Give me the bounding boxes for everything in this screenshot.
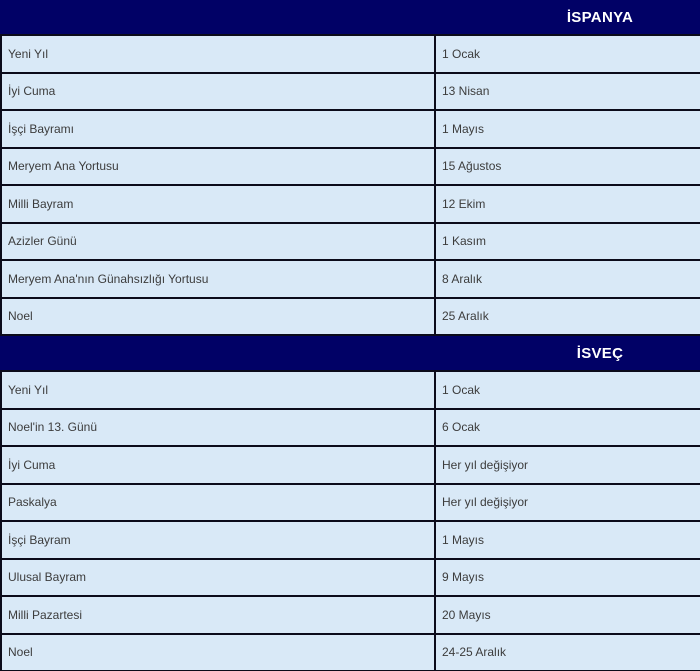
holiday-name-cell: İyi Cuma xyxy=(2,447,436,483)
holiday-name: Paskalya xyxy=(8,495,57,510)
holiday-date: 1 Ocak xyxy=(442,382,481,397)
holiday-date: 15 Ağustos xyxy=(442,159,502,174)
holiday-name-cell: Noel'in 13. Günü xyxy=(2,409,436,445)
table-row: Yeni Yıl 1 Ocak xyxy=(0,36,700,74)
section-header: İSPANYA xyxy=(0,0,700,36)
holiday-name: Noel xyxy=(8,645,33,660)
holiday-date-cell: 12 Ekim xyxy=(436,186,700,222)
holiday-date-cell: 25 Aralık xyxy=(436,299,700,335)
holiday-date: 1 Ocak xyxy=(442,46,481,61)
table-row: Azizler Günü 1 Kasım xyxy=(0,223,700,261)
holiday-date: Her yıl değişiyor xyxy=(442,495,529,510)
holiday-name: Milli Pazartesi xyxy=(8,607,83,622)
holiday-date-cell: 6 Ocak xyxy=(436,410,700,446)
holiday-date: 1 Kasım xyxy=(442,234,487,249)
holiday-date-cell: 15 Ağustos xyxy=(436,149,700,185)
holiday-name: Meryem Ana Yortusu xyxy=(8,159,119,174)
holiday-name-cell: Meryem Ana Yortusu xyxy=(2,148,436,184)
holiday-name: Milli Bayram xyxy=(8,196,74,211)
table-row: İyi Cuma 13 Nisan xyxy=(0,73,700,111)
section-title-area: İSPANYA xyxy=(436,0,700,34)
holiday-date: 25 Aralık xyxy=(442,309,489,324)
holiday-name-cell: İşçi Bayramı xyxy=(2,111,436,147)
holiday-date-cell: Her yıl değişiyor xyxy=(436,447,700,483)
holiday-name: Noel xyxy=(8,309,33,324)
section-header-spacer xyxy=(0,0,436,34)
holiday-name-cell: Azizler Günü xyxy=(2,223,436,259)
section-title-area: İSVEÇ xyxy=(436,336,700,370)
holiday-date: 1 Mayıs xyxy=(442,532,485,547)
holiday-date-cell: 9 Mayıs xyxy=(436,560,700,596)
table-row: Yeni Yıl 1 Ocak xyxy=(0,372,700,410)
section-title: İSPANYA xyxy=(566,8,634,26)
holiday-name: Noel'in 13. Günü xyxy=(8,420,98,435)
holiday-name-cell: Milli Bayram xyxy=(2,186,436,222)
table-row: Paskalya Her yıl değişiyor xyxy=(0,484,700,522)
holiday-date-cell: 1 Mayıs xyxy=(436,522,700,558)
table-row: Noel 25 Aralık xyxy=(0,298,700,336)
holiday-name: İşçi Bayramı xyxy=(8,121,75,136)
table-row: Ulusal Bayram 9 Mayıs xyxy=(0,559,700,597)
holiday-date: 24-25 Aralık xyxy=(442,645,507,660)
table-row: Meryem Ana Yortusu 15 Ağustos xyxy=(0,148,700,186)
holiday-name-cell: Paskalya xyxy=(2,484,436,520)
holiday-name-cell: İyi Cuma xyxy=(2,73,436,109)
holiday-date-cell: 24-25 Aralık xyxy=(436,635,700,671)
holiday-name-cell: Ulusal Bayram xyxy=(2,559,436,595)
table-row: Noel'in 13. Günü 6 Ocak xyxy=(0,409,700,447)
section-header: İSVEÇ xyxy=(0,336,700,372)
holiday-date: 20 Mayıs xyxy=(442,607,491,622)
holiday-date-cell: Her yıl değişiyor xyxy=(436,485,700,521)
holiday-name: Yeni Yıl xyxy=(8,46,49,61)
holiday-date: 8 Aralık xyxy=(442,271,483,286)
holiday-date: Her yıl değişiyor xyxy=(442,457,529,472)
holiday-name: Azizler Günü xyxy=(8,234,77,249)
holiday-date: 13 Nisan xyxy=(442,84,490,99)
holiday-date-cell: 1 Mayıs xyxy=(436,111,700,147)
holiday-name: Yeni Yıl xyxy=(8,382,49,397)
holiday-date-cell: 8 Aralık xyxy=(436,261,700,297)
holiday-name-cell: Yeni Yıl xyxy=(2,372,436,408)
holiday-name-cell: Yeni Yıl xyxy=(2,36,436,72)
section-title: İSVEÇ xyxy=(576,344,624,362)
table-row: İşçi Bayramı 1 Mayıs xyxy=(0,111,700,149)
holiday-date-cell: 1 Ocak xyxy=(436,36,700,72)
table-row: İyi Cuma Her yıl değişiyor xyxy=(0,447,700,485)
section-header-spacer xyxy=(0,336,436,370)
holiday-name-cell: Meryem Ana'nın Günahsızlığı Yortusu xyxy=(2,261,436,297)
table-row: İşçi Bayram 1 Mayıs xyxy=(0,522,700,560)
holiday-date-cell: 1 Kasım xyxy=(436,224,700,260)
table-row: Meryem Ana'nın Günahsızlığı Yortusu 8 Ara… xyxy=(0,261,700,299)
holiday-date: 6 Ocak xyxy=(442,420,481,435)
holiday-name: İşçi Bayram xyxy=(8,532,71,547)
holiday-name-cell: Noel xyxy=(2,634,436,670)
holiday-date-cell: 1 Ocak xyxy=(436,372,700,408)
holiday-name: İyi Cuma xyxy=(8,84,56,99)
holiday-date: 12 Ekim xyxy=(442,196,486,211)
holiday-date-cell: 20 Mayıs xyxy=(436,597,700,633)
table-row: Noel 24-25 Aralık xyxy=(0,634,700,671)
holiday-name-cell: İşçi Bayram xyxy=(2,522,436,558)
holiday-name-cell: Milli Pazartesi xyxy=(2,597,436,633)
table-row: Milli Pazartesi 20 Mayıs xyxy=(0,597,700,635)
holiday-date: 9 Mayıs xyxy=(442,570,485,585)
holiday-date: 1 Mayıs xyxy=(442,121,485,136)
holiday-name: İyi Cuma xyxy=(8,457,56,472)
table-row: Milli Bayram 12 Ekim xyxy=(0,186,700,224)
holiday-date-cell: 13 Nisan xyxy=(436,74,700,110)
holiday-name-cell: Noel xyxy=(2,298,436,334)
holiday-name: Meryem Ana'nın Günahsızlığı Yortusu xyxy=(8,271,209,286)
holiday-name: Ulusal Bayram xyxy=(8,570,87,585)
